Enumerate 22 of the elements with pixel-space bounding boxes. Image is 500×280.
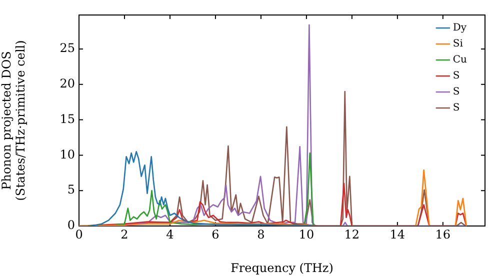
legend-label: Si	[452, 38, 463, 50]
y-tick-label: 0	[67, 218, 75, 232]
x-tick-label: 4	[166, 227, 174, 242]
x-tick-label: 12	[344, 227, 360, 242]
legend-label: S	[452, 70, 460, 82]
x-tick-label: 16	[435, 227, 451, 242]
y-tick-label: 15	[60, 112, 75, 126]
x-axis-title: Frequency (THz)	[230, 260, 334, 275]
x-tick-label: 6	[212, 227, 220, 242]
legend-label: Cu	[452, 54, 468, 66]
y-tick-label: 10	[60, 147, 75, 162]
x-tick-label: 10	[298, 227, 314, 242]
legend-label: S	[452, 102, 460, 114]
y-tick-label: 25	[60, 41, 75, 56]
y-tick-label: 5	[67, 182, 75, 197]
x-tick-label: 2	[120, 227, 128, 242]
y-tick-label: 20	[60, 76, 75, 91]
x-tick-label: 8	[257, 227, 265, 242]
y-axis-title: Phonon projected DOS (States/THz·primitive cell)	[0, 40, 28, 201]
legend-label: Dy	[452, 22, 467, 34]
x-tick-label: 14	[390, 227, 406, 242]
legend-label: S	[452, 86, 460, 98]
